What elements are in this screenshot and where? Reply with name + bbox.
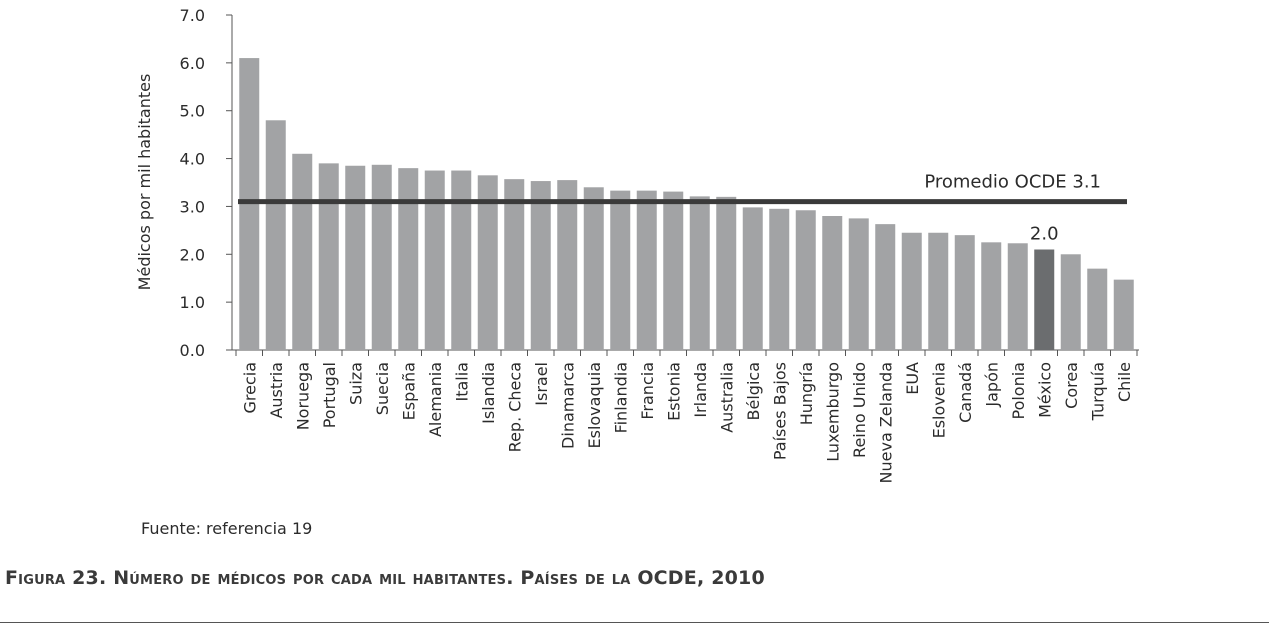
bar [504, 179, 525, 350]
bar [477, 175, 498, 350]
y-tick-label: 5.0 [180, 102, 205, 121]
category-label: México [1035, 362, 1054, 418]
bar [901, 232, 922, 350]
y-tick-label: 3.0 [180, 197, 205, 216]
bar [1034, 249, 1055, 350]
average-line-label: Promedio OCDE 3.1 [924, 172, 1101, 193]
y-tick-label: 4.0 [180, 150, 205, 169]
bar [557, 180, 578, 350]
category-label: Corea [1062, 362, 1081, 409]
bar [530, 181, 551, 350]
y-tick-label: 0.0 [180, 341, 205, 360]
bar [371, 164, 392, 350]
category-label: Bélgica [744, 362, 763, 420]
bar [848, 218, 869, 350]
category-label: Irlanda [691, 362, 710, 418]
bar [981, 242, 1002, 350]
category-label: Polonia [1009, 362, 1028, 420]
category-label: Nueva Zelanda [876, 362, 895, 483]
category-label: Dinamarca [558, 362, 577, 449]
source-note: Fuente: referencia 19 [141, 519, 313, 538]
category-label: Países Bajos [770, 362, 789, 460]
bar [345, 165, 366, 350]
category-label: Alemania [426, 362, 445, 437]
bar [1007, 243, 1028, 350]
bar [451, 170, 472, 350]
category-label: Australia [717, 362, 736, 433]
bar [875, 224, 896, 350]
bar [769, 208, 790, 350]
bottom-divider [0, 622, 1269, 623]
bar [398, 168, 419, 350]
category-label: Suiza [346, 362, 365, 405]
y-tick-label: 1.0 [180, 293, 205, 312]
bar [795, 210, 816, 350]
category-label: Francia [638, 362, 657, 420]
category-label: Israel [532, 362, 551, 406]
category-label: Grecia [240, 362, 259, 414]
bar [424, 170, 445, 350]
y-tick-label: 6.0 [180, 54, 205, 73]
bar [610, 190, 631, 350]
figure-caption: Figura 23. Número de médicos por cada mi… [5, 567, 765, 589]
category-label: Reino Unido [850, 362, 869, 458]
y-tick-label: 2.0 [180, 245, 205, 264]
bar [742, 207, 763, 350]
category-label: EUA [903, 362, 922, 395]
bar [954, 235, 975, 350]
bar [636, 190, 657, 350]
category-label: Turquía [1088, 362, 1107, 421]
bar [1060, 254, 1081, 350]
bar [928, 232, 949, 350]
bar [265, 120, 286, 351]
highlight-value-label: 2.0 [1030, 224, 1059, 245]
category-label: Finlandia [611, 362, 630, 433]
bar [1113, 279, 1134, 350]
category-label: Italia [452, 362, 471, 402]
category-label: Chile [1115, 362, 1134, 402]
category-label: Japón [982, 362, 1001, 408]
y-axis-title: Médicos por mil habitantes [135, 74, 154, 291]
category-label: Luxemburgo [823, 362, 842, 462]
category-label: Rep. Checa [505, 362, 524, 452]
bar [689, 196, 710, 350]
category-label: Canadá [956, 362, 975, 423]
category-label: Estonia [664, 362, 683, 421]
bar [822, 216, 843, 350]
category-label: Islandia [479, 362, 498, 424]
y-tick-label: 7.0 [180, 6, 205, 25]
category-label: Noruega [293, 362, 312, 430]
bar [583, 187, 604, 350]
category-label: Portugal [320, 362, 339, 428]
category-label: España [399, 362, 418, 420]
bar [663, 191, 684, 350]
category-label: Eslovaquia [585, 362, 604, 449]
bar [292, 153, 313, 350]
category-label: Austria [267, 362, 286, 419]
bar [1087, 268, 1108, 350]
category-label: Suecia [373, 362, 392, 415]
bar [716, 196, 737, 350]
category-label: Hungría [797, 362, 816, 425]
category-label: Eslovenia [929, 362, 948, 438]
bar [318, 163, 339, 350]
